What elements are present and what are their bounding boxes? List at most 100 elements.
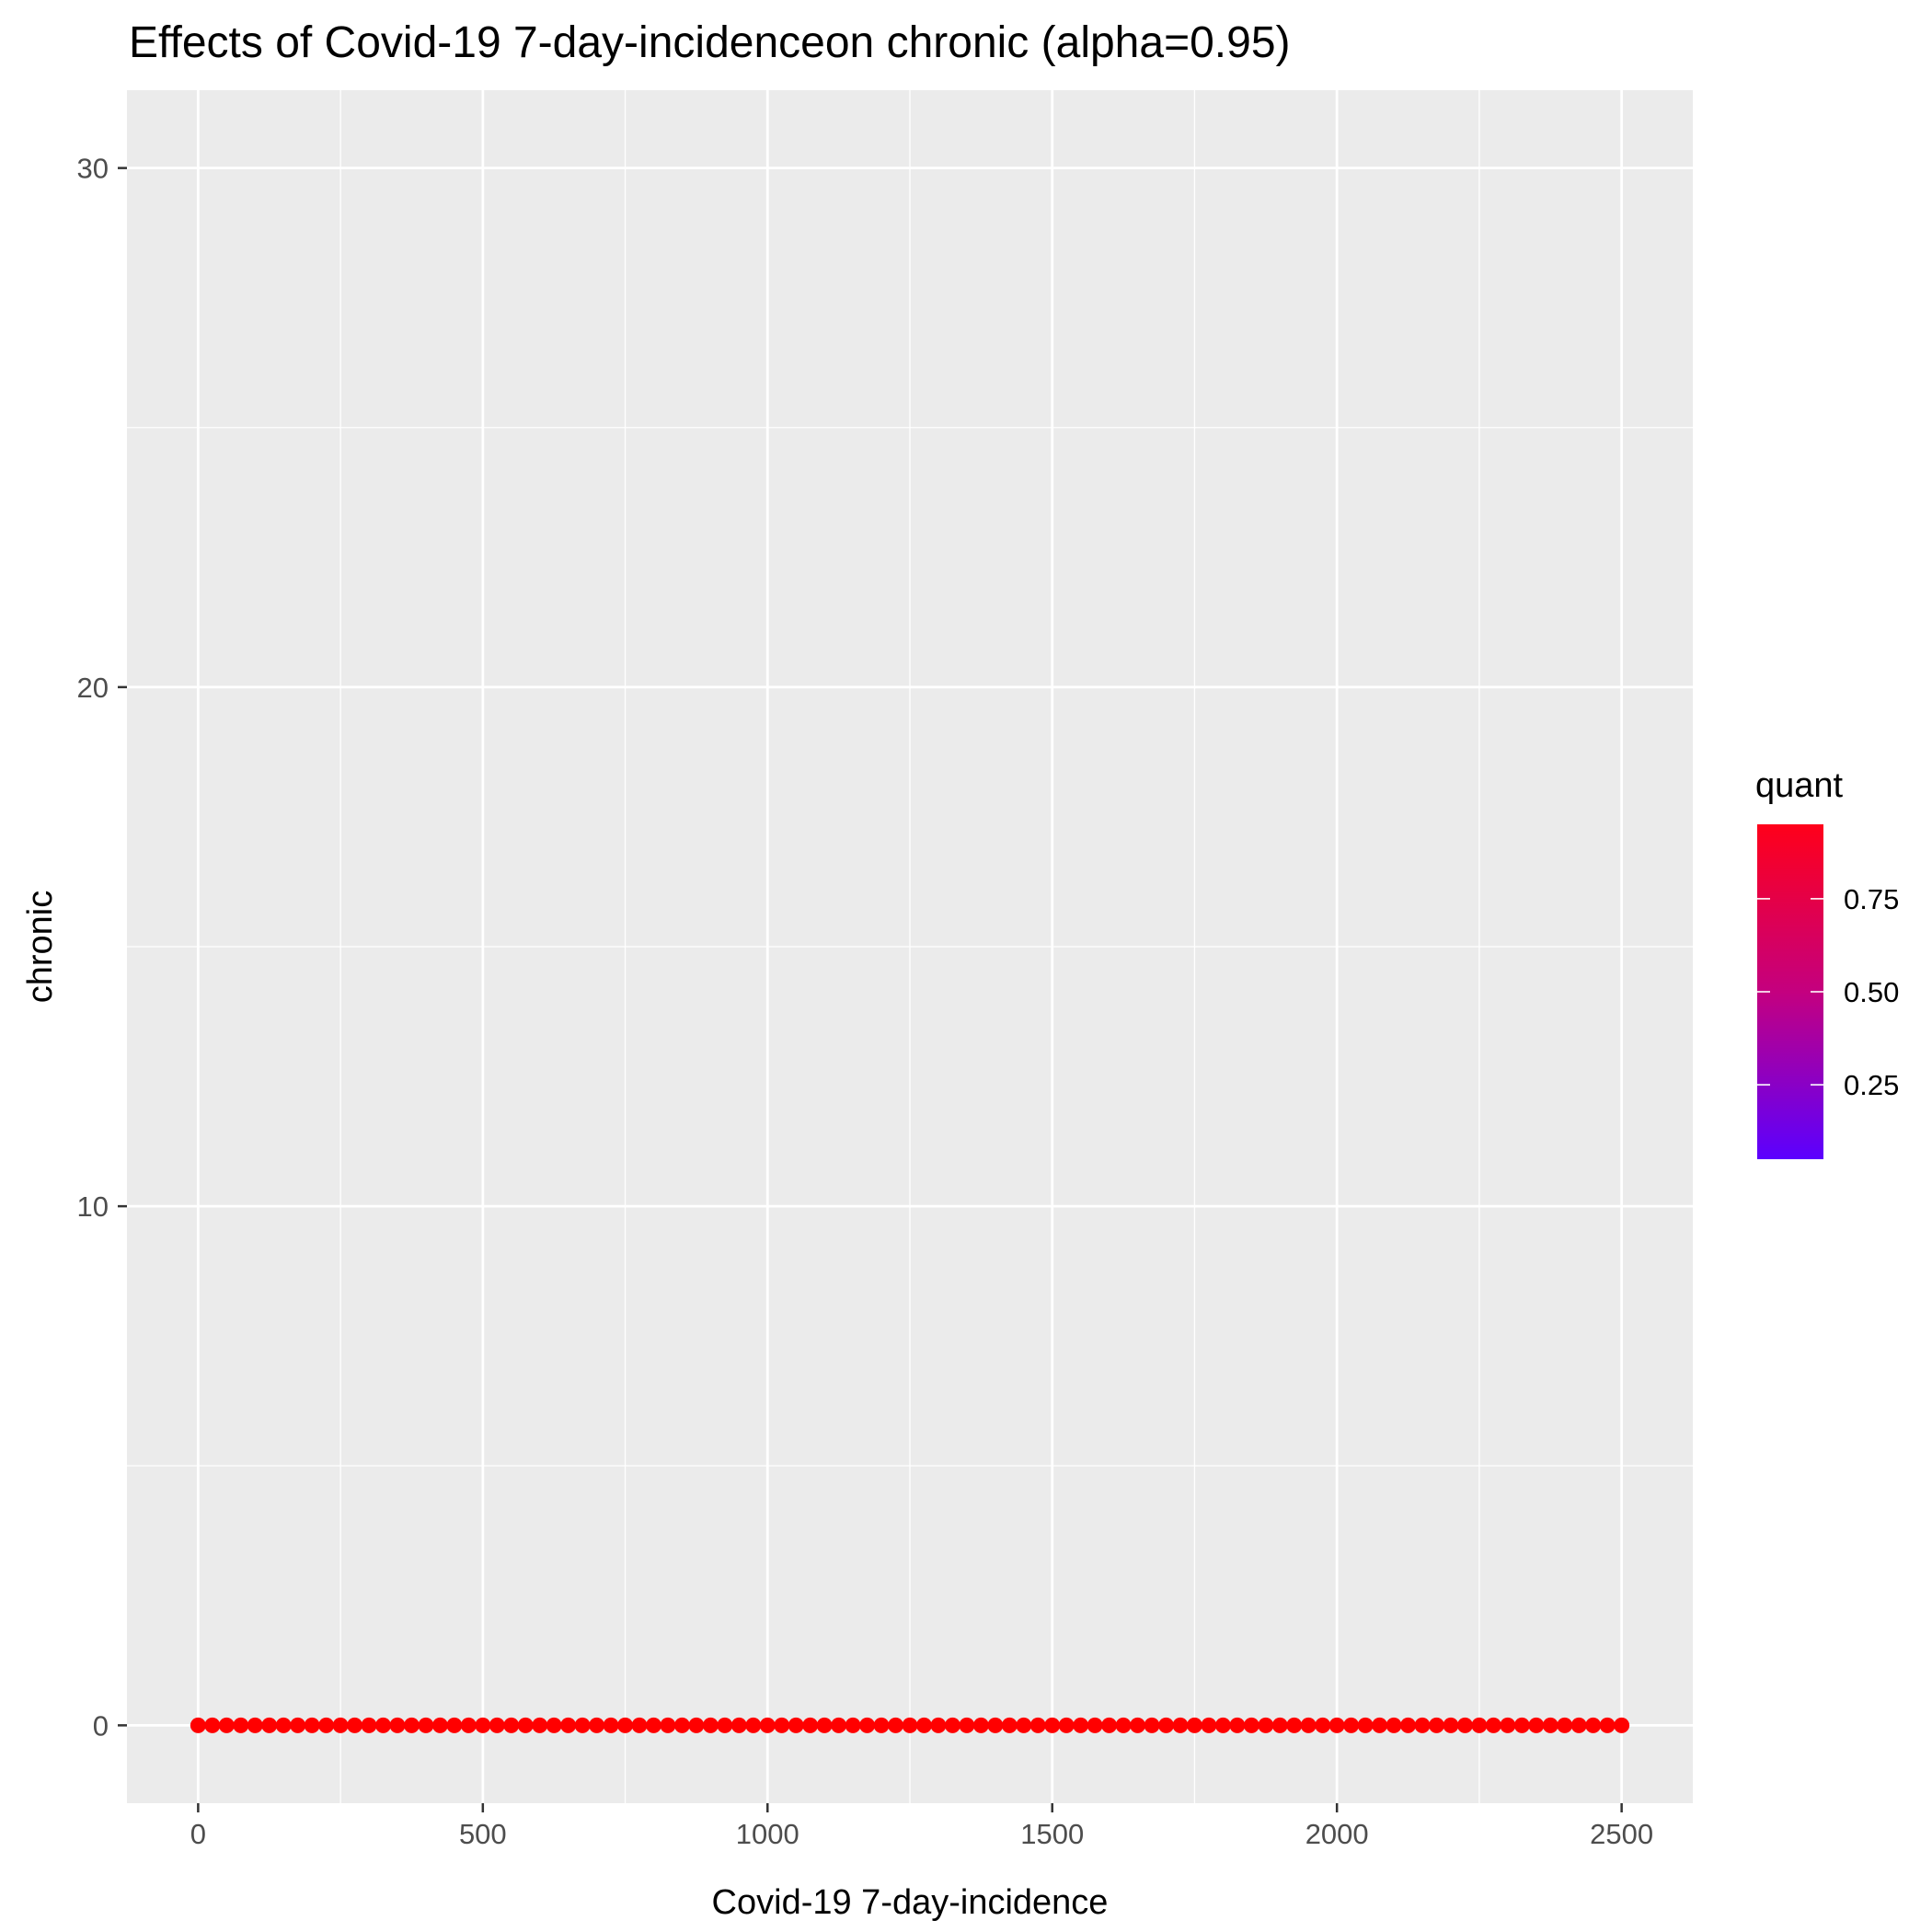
legend-title: quant — [1755, 766, 1844, 805]
x-axis-title: Covid-19 7-day-incidence — [712, 1883, 1109, 1922]
data-point — [1115, 1717, 1132, 1733]
legend: quant 0.25 0.50 0.75 — [1755, 766, 1899, 1159]
data-point — [403, 1717, 420, 1733]
data-point — [873, 1717, 890, 1733]
data-point — [1186, 1717, 1202, 1733]
data-point — [1443, 1717, 1459, 1733]
data-point — [1029, 1717, 1046, 1733]
data-point — [1201, 1717, 1217, 1733]
data-point — [347, 1717, 363, 1733]
data-points — [190, 1717, 1630, 1733]
data-point — [930, 1717, 947, 1733]
data-point — [332, 1717, 349, 1733]
data-point — [1172, 1717, 1189, 1733]
x-tick-label: 1500 — [1020, 1818, 1084, 1850]
data-point — [759, 1717, 776, 1733]
data-point — [617, 1717, 634, 1733]
data-point — [816, 1717, 833, 1733]
x-axis: 0 500 1000 1500 2000 2500 — [190, 1803, 1653, 1850]
data-point — [660, 1717, 676, 1733]
data-point — [730, 1717, 747, 1733]
data-point — [361, 1717, 377, 1733]
data-point — [1229, 1717, 1246, 1733]
data-point — [1258, 1717, 1274, 1733]
data-point — [1101, 1717, 1118, 1733]
data-point — [1016, 1717, 1032, 1733]
data-point — [1001, 1717, 1018, 1733]
data-point — [831, 1717, 847, 1733]
data-point — [1485, 1717, 1501, 1733]
data-point — [431, 1717, 448, 1733]
data-point — [1144, 1717, 1160, 1733]
x-tick-label: 500 — [459, 1818, 507, 1850]
data-point — [1557, 1717, 1573, 1733]
y-tick-label: 20 — [77, 672, 109, 704]
y-tick-label: 0 — [93, 1709, 109, 1742]
data-point — [247, 1717, 263, 1733]
y-tick-label: 30 — [77, 153, 109, 185]
data-point — [261, 1717, 278, 1733]
data-point — [318, 1717, 335, 1733]
data-point — [304, 1717, 320, 1733]
legend-label: 0.75 — [1844, 883, 1899, 915]
data-point — [688, 1717, 705, 1733]
data-point — [1271, 1717, 1288, 1733]
data-point — [645, 1717, 661, 1733]
data-point — [673, 1717, 690, 1733]
data-point — [702, 1717, 719, 1733]
data-point — [888, 1717, 904, 1733]
data-point — [1386, 1717, 1402, 1733]
minor-gridlines — [127, 90, 1693, 1803]
x-tick-label: 2500 — [1590, 1818, 1653, 1850]
data-point — [987, 1717, 1004, 1733]
data-point — [1428, 1717, 1444, 1733]
data-point — [972, 1717, 989, 1733]
data-point — [631, 1717, 648, 1733]
data-point — [1599, 1717, 1616, 1733]
data-point — [375, 1717, 392, 1733]
data-point — [446, 1717, 463, 1733]
chart-title: Effects of Covid-19 7-day-incidenceon ch… — [129, 18, 1291, 67]
data-point — [290, 1717, 306, 1733]
data-point — [233, 1717, 249, 1733]
data-point — [1300, 1717, 1317, 1733]
data-point — [574, 1717, 591, 1733]
data-point — [1456, 1717, 1473, 1733]
data-point — [902, 1717, 918, 1733]
data-point — [1087, 1717, 1103, 1733]
data-point — [503, 1717, 520, 1733]
legend-label: 0.50 — [1844, 976, 1899, 1008]
data-point — [546, 1717, 562, 1733]
data-point — [915, 1717, 932, 1733]
data-point — [1343, 1717, 1360, 1733]
data-point — [560, 1717, 577, 1733]
data-point — [1058, 1717, 1075, 1733]
data-point — [959, 1717, 975, 1733]
y-axis-title: chronic — [21, 891, 60, 1004]
data-point — [788, 1717, 804, 1733]
data-point — [1214, 1717, 1231, 1733]
data-point — [1471, 1717, 1488, 1733]
data-point — [717, 1717, 733, 1733]
data-point — [1414, 1717, 1431, 1733]
data-point — [204, 1717, 221, 1733]
data-point — [190, 1717, 206, 1733]
data-point — [1500, 1717, 1516, 1733]
data-point — [1513, 1717, 1530, 1733]
data-point — [1542, 1717, 1558, 1733]
data-point — [1585, 1717, 1602, 1733]
data-point — [1614, 1717, 1630, 1733]
data-point — [1328, 1717, 1345, 1733]
data-point — [1243, 1717, 1259, 1733]
data-point — [1073, 1717, 1089, 1733]
data-point — [1357, 1717, 1374, 1733]
y-axis: 0 10 20 30 — [77, 153, 127, 1742]
data-point — [418, 1717, 434, 1733]
data-point — [1130, 1717, 1146, 1733]
data-point — [1400, 1717, 1417, 1733]
legend-ticks: 0.25 0.50 0.75 — [1757, 883, 1899, 1101]
data-point — [218, 1717, 235, 1733]
y-tick-label: 10 — [77, 1190, 109, 1223]
data-point — [389, 1717, 406, 1733]
